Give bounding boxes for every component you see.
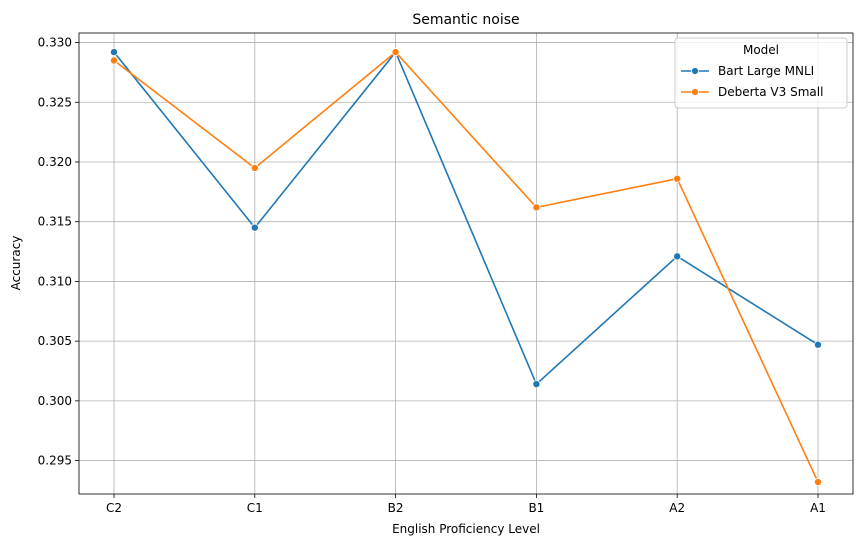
- legend-label-bart-large-mnli: Bart Large MNLI: [718, 64, 814, 78]
- series-layer: [110, 48, 823, 487]
- plot-frame: [78, 32, 854, 495]
- chart-title: Semantic noise: [412, 12, 519, 28]
- legend-item-deberta-v3-small: Deberta V3 Small: [681, 85, 823, 99]
- y-tick-label: 0.295: [38, 454, 72, 468]
- series-line-deberta-v3-small: [113, 51, 819, 483]
- x-tick-label: C1: [247, 501, 263, 515]
- y-axis-title: Accuracy: [9, 236, 23, 291]
- x-tick-label: B2: [388, 501, 404, 515]
- x-tick-label: A2: [669, 501, 685, 515]
- legend-label-deberta-v3-small: Deberta V3 Small: [718, 85, 823, 99]
- x-axis-title: English Proficiency Level: [392, 522, 540, 536]
- y-tick-label: 0.330: [38, 36, 72, 50]
- x-tick-label: C2: [106, 501, 122, 515]
- y-tick-label: 0.305: [38, 334, 72, 348]
- data-point-bart-large-mnli: [110, 48, 119, 57]
- legend-box: [674, 37, 848, 109]
- data-point-deberta-v3-small: [391, 48, 400, 57]
- legend-item-bart-large-mnli: Bart Large MNLI: [681, 64, 814, 78]
- y-tick-label: 0.325: [38, 95, 72, 109]
- y-tick-label: 0.300: [38, 394, 72, 408]
- data-point-deberta-v3-small: [250, 163, 259, 172]
- data-point-bart-large-mnli: [250, 223, 259, 232]
- data-point-bart-large-mnli: [814, 340, 823, 349]
- data-point-bart-large-mnli: [532, 380, 541, 389]
- legend: Model Bart Large MNLI Deberta V3 Small: [674, 37, 848, 109]
- data-point-deberta-v3-small: [814, 478, 823, 487]
- data-point-deberta-v3-small: [110, 56, 119, 65]
- y-tick-label: 0.320: [38, 155, 72, 169]
- x-axis-ticks: C2 C1 B2 B1 A2 A1: [106, 494, 826, 515]
- data-point-deberta-v3-small: [532, 203, 541, 212]
- series-line-bart-large-mnli: [113, 51, 819, 385]
- y-tick-label: 0.315: [38, 215, 72, 229]
- data-point-deberta-v3-small: [673, 174, 682, 183]
- x-tick-label: B1: [528, 501, 544, 515]
- legend-title: Model: [743, 43, 779, 57]
- y-tick-label: 0.310: [38, 274, 72, 288]
- data-point-bart-large-mnli: [673, 252, 682, 261]
- x-tick-label: A1: [810, 501, 826, 515]
- y-axis-ticks: 0.295 0.300 0.305 0.310 0.315 0.320 0.325 0.330: [38, 36, 79, 468]
